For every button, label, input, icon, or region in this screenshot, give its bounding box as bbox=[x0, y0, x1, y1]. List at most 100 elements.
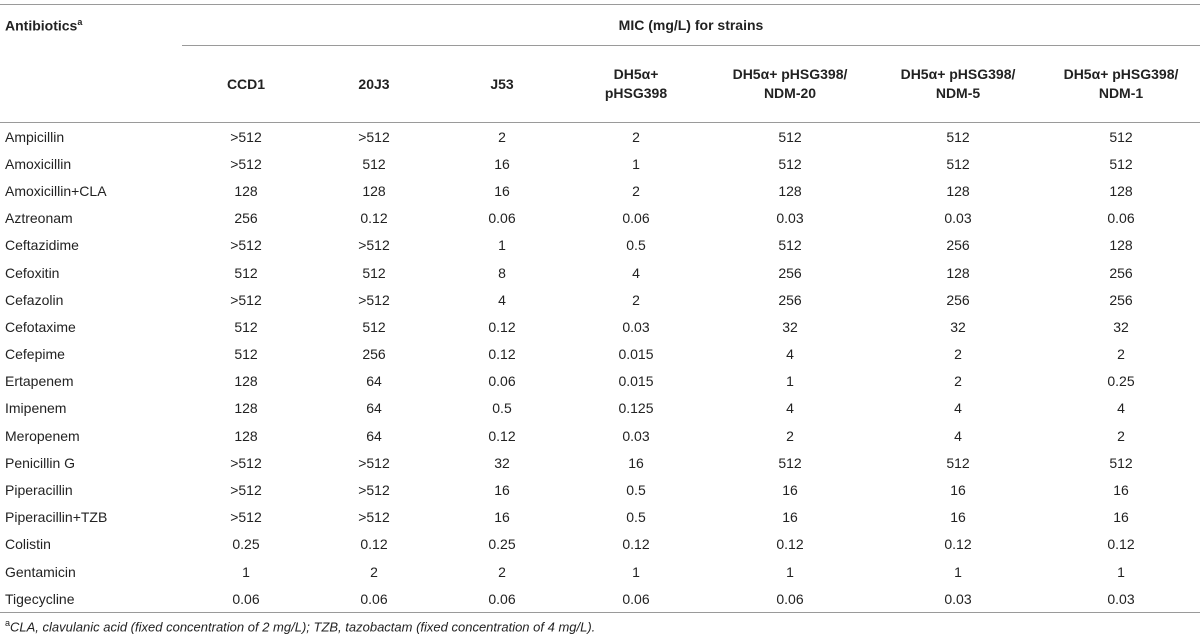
table-footnote: aCLA, clavulanic acid (fixed concentrati… bbox=[5, 618, 596, 635]
mic-value: 0.5 bbox=[492, 400, 512, 417]
mic-value: >512 bbox=[358, 482, 390, 499]
table-row: Ceftazidime >512 >512 1 0.5 512 256 128 bbox=[0, 232, 1200, 259]
mic-value: 2 bbox=[632, 291, 640, 308]
table-row: Amoxicillin >512 512 16 1 512 512 512 bbox=[0, 150, 1200, 177]
strain-header-line2: NDM-20 bbox=[763, 85, 817, 101]
mic-value: 512 bbox=[1109, 155, 1133, 172]
mic-value: 2 bbox=[954, 373, 962, 390]
mic-value: 0.015 bbox=[618, 373, 654, 390]
mic-value: 32 bbox=[782, 318, 798, 335]
antibiotic-name: Amoxicillin+CLA bbox=[5, 182, 107, 199]
mic-value: 0.03 bbox=[622, 318, 650, 335]
mic-value: 8 bbox=[498, 264, 506, 281]
mic-value: 0.25 bbox=[1107, 373, 1135, 390]
mic-value: 256 bbox=[946, 291, 970, 308]
mic-value: 32 bbox=[950, 318, 966, 335]
mic-value: 0.5 bbox=[626, 237, 646, 254]
mic-value: 512 bbox=[778, 237, 802, 254]
mic-value: 0.06 bbox=[232, 590, 260, 607]
mic-value: 0.03 bbox=[622, 427, 650, 444]
mic-value: 0.12 bbox=[488, 346, 516, 363]
antibiotic-name: Piperacillin bbox=[5, 482, 73, 499]
antibiotic-name: Cefazolin bbox=[5, 291, 64, 308]
mic-value: >512 bbox=[358, 128, 390, 145]
antibiotic-name: Aztreonam bbox=[5, 210, 73, 227]
mic-value: 512 bbox=[946, 454, 970, 471]
mic-value: 512 bbox=[946, 155, 970, 172]
mic-value: 0.12 bbox=[776, 536, 804, 553]
mic-value: 1 bbox=[786, 563, 794, 580]
mic-value: 2 bbox=[498, 563, 506, 580]
strain-header: J53 bbox=[438, 46, 566, 123]
table-row: Ertapenem 128 64 0.06 0.015 1 2 0.25 bbox=[0, 368, 1200, 395]
strain-header-line2: pHSG398 bbox=[604, 85, 668, 101]
mic-value: 128 bbox=[234, 427, 258, 444]
mic-value: 0.06 bbox=[488, 373, 516, 390]
mic-value: >512 bbox=[358, 454, 390, 471]
mic-value: 512 bbox=[362, 264, 386, 281]
mic-value: 512 bbox=[778, 128, 802, 145]
mic-value: 512 bbox=[778, 454, 802, 471]
table-row: Gentamicin 1 2 2 1 1 1 1 bbox=[0, 558, 1200, 585]
mic-value: 0.06 bbox=[488, 210, 516, 227]
mic-value: >512 bbox=[230, 291, 262, 308]
mic-value: 2 bbox=[1117, 427, 1125, 444]
mic-value: 4 bbox=[954, 400, 962, 417]
antibiotic-name: Meropenem bbox=[5, 427, 80, 444]
mic-value: 0.5 bbox=[626, 482, 646, 499]
table-row: Ampicillin >512 >512 2 2 512 512 512 bbox=[0, 123, 1200, 150]
antibiotic-name: Amoxicillin bbox=[5, 155, 72, 172]
table-row: Cefepime 512 256 0.12 0.015 4 2 2 bbox=[0, 341, 1200, 368]
mic-value: 1 bbox=[786, 373, 794, 390]
mic-value: 2 bbox=[498, 128, 506, 145]
table-row: Aztreonam 256 0.12 0.06 0.06 0.03 0.03 0.06 bbox=[0, 205, 1200, 232]
mic-value: 128 bbox=[1109, 182, 1133, 199]
mic-value: 256 bbox=[1109, 291, 1133, 308]
strain-header: CCD1 bbox=[182, 46, 310, 123]
mic-value: 0.25 bbox=[488, 536, 516, 553]
mic-value: 512 bbox=[362, 155, 386, 172]
mic-value: 2 bbox=[632, 182, 640, 199]
mic-value: 16 bbox=[950, 509, 966, 526]
table-row: Amoxicillin+CLA 128 128 16 2 128 128 128 bbox=[0, 177, 1200, 204]
mic-value: >512 bbox=[230, 482, 262, 499]
mic-value: 0.12 bbox=[622, 536, 650, 553]
mic-value: 1 bbox=[242, 563, 250, 580]
antibiotic-name: Gentamicin bbox=[5, 563, 76, 580]
mic-value: 2 bbox=[370, 563, 378, 580]
strain-header-line1: DH5α+ bbox=[613, 66, 659, 82]
mic-value: 0.25 bbox=[232, 536, 260, 553]
mic-value: 1 bbox=[954, 563, 962, 580]
mic-value: 256 bbox=[778, 291, 802, 308]
antibiotic-name: Piperacillin+TZB bbox=[5, 509, 108, 526]
antibiotic-name: Cefepime bbox=[5, 346, 65, 363]
mic-value: 0.03 bbox=[944, 210, 972, 227]
table-row: Piperacillin+TZB >512 >512 16 0.5 16 16 16 bbox=[0, 504, 1200, 531]
mic-value: 0.06 bbox=[622, 590, 650, 607]
antibiotic-name: Cefoxitin bbox=[5, 264, 60, 281]
mic-value: 0.06 bbox=[488, 590, 516, 607]
mic-value: >512 bbox=[358, 237, 390, 254]
mic-value: 16 bbox=[1113, 509, 1129, 526]
table-row: Cefoxitin 512 512 8 4 256 128 256 bbox=[0, 259, 1200, 286]
strain-header-line1: DH5α+ pHSG398/ bbox=[900, 66, 1016, 82]
mic-value: 256 bbox=[778, 264, 802, 281]
antibiotic-name: Cefotaxime bbox=[5, 318, 76, 335]
mic-value: 0.03 bbox=[1107, 590, 1135, 607]
antibiotic-name: Tigecycline bbox=[5, 590, 75, 607]
mic-value: 4 bbox=[632, 264, 640, 281]
table-row: Cefotaxime 512 512 0.12 0.03 32 32 32 bbox=[0, 313, 1200, 340]
mic-value: 128 bbox=[234, 182, 258, 199]
mic-value: 256 bbox=[362, 346, 386, 363]
mic-value: 4 bbox=[786, 346, 794, 363]
mic-value: 0.06 bbox=[1107, 210, 1135, 227]
mic-value: 16 bbox=[494, 482, 510, 499]
antibiotic-name: Colistin bbox=[5, 536, 51, 553]
table-row: Cefazolin >512 >512 4 2 256 256 256 bbox=[0, 286, 1200, 313]
mic-value: 16 bbox=[494, 182, 510, 199]
mic-value: 4 bbox=[954, 427, 962, 444]
antibiotic-name: Imipenem bbox=[5, 400, 67, 417]
mic-value: 0.12 bbox=[360, 210, 388, 227]
mic-value: 16 bbox=[494, 509, 510, 526]
